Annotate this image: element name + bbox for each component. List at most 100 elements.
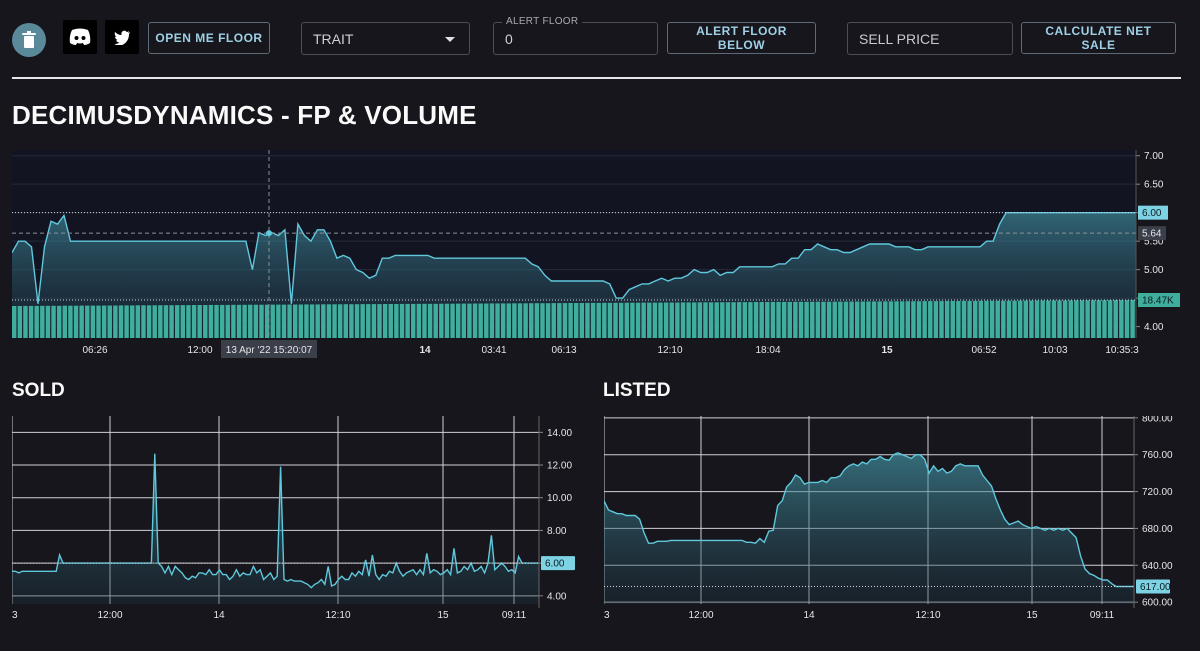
open-me-floor-button[interactable]: OPEN ME FLOOR [148,22,270,54]
volume-bar [1006,300,1012,338]
sold-chart[interactable]: 3 12:00 14 12:10 15 09:11 14.00 12.00 10.00 8.00 6… [12,416,587,630]
twitter-icon [114,30,130,45]
volume-bar [354,304,360,338]
y-tick-label: 720.00 [1142,487,1173,498]
volume-bar [883,301,888,338]
volume-bar [720,302,725,338]
volume-badge [1138,293,1180,307]
volume-bar [574,303,579,338]
volume-bar [832,301,837,338]
x-tick-label: 14 [419,345,431,356]
volume-bar [860,301,866,338]
x-tick-label: 12:10 [325,610,350,621]
fp-volume-chart[interactable]: 7.006.506.005.505.004.504.0018.47K6.005.… [12,150,1182,362]
volume-bar [602,302,607,338]
y-tick-label: 14.00 [547,428,572,439]
volume-bar [877,301,882,338]
volume-bar [130,305,135,338]
volume-bar [321,304,326,338]
volume-bar [652,302,658,338]
volume-bar [427,303,433,338]
volume-bar [101,305,107,338]
volume-bar [163,305,169,338]
y-tick-label: 680.00 [1142,524,1173,535]
series-line [12,212,1136,304]
volume-bar [444,303,450,338]
volume-bar [512,303,517,338]
volume-bar [34,305,39,338]
volume-bar [753,302,759,338]
volume-bars [12,300,1135,339]
volume-bar [725,302,731,338]
alert-floor-below-button[interactable]: ALERT FLOOR BELOW [667,22,816,54]
volume-bar [405,303,410,338]
volume-bar [793,301,798,338]
volume-bar [1124,300,1130,338]
page-title: DECIMUSDYNAMICS - FP & VOLUME [12,100,477,130]
volume-bar [264,304,270,338]
volume-bar [894,301,899,338]
volume-bar [360,304,365,338]
volume-bar [343,304,348,338]
volume-bar [40,305,45,338]
volume-bar [826,301,832,338]
volume-bar [810,301,815,338]
volume-bar [203,305,208,338]
volume-bar [742,302,748,338]
volume-bar [613,302,618,338]
volume-bar [1046,300,1051,338]
volume-bar [96,305,101,338]
x-tick-label: 12:00 [97,610,122,621]
volume-bar [843,301,849,338]
volume-bar [596,302,601,338]
volume-bar [399,303,405,338]
volume-bar [377,304,382,338]
volume-bar [293,304,298,338]
twitter-button[interactable] [105,20,139,54]
calculate-net-sale-button[interactable]: CALCULATE NET SALE [1021,22,1176,54]
volume-bar [225,304,230,338]
sell-price-input[interactable]: SELL PRICE [847,22,1013,55]
volume-bar [1074,300,1079,338]
volume-bar [90,305,96,338]
volume-bar [590,302,596,338]
last-value-badge [1136,579,1170,594]
volume-bar [382,304,388,338]
volume-bar [276,304,281,338]
volume-bar [551,303,556,338]
volume-bar [961,300,967,338]
volume-bar [984,300,989,338]
crosshair-time-badge [221,340,317,358]
volume-bar [911,301,916,338]
y-tick-label: 8.00 [547,526,567,537]
y-tick-label: 5.00 [1144,265,1164,276]
last-value-badge [1138,205,1168,220]
volume-bar [1068,300,1073,338]
trait-select[interactable]: TRAIT [301,22,470,55]
volume-bar [922,301,927,338]
discord-button[interactable] [63,20,97,54]
crosshair-time: 13 Apr '22 15:20:07 [226,345,313,356]
volume-bar [12,306,17,338]
volume-bar [1062,300,1068,338]
listed-chart[interactable]: 3 12:00 14 12:10 15 09:11 800.00 760.00 720.00 68… [604,416,1184,630]
volume-bar [1001,300,1006,338]
toolbar: OPEN ME FLOOR TRAIT ALERT FLOOR 0 ALERT … [0,0,1200,78]
volume-bar [484,303,489,338]
volume-bar [973,300,978,338]
volume-bar [855,301,860,338]
volume-bar [714,302,719,339]
volume-bar [933,301,939,338]
volume-bar [635,302,641,338]
volume-bar [298,304,304,338]
volume-bar [967,300,972,338]
volume-bar [506,303,511,338]
volume-bar [989,300,995,338]
alert-floor-input[interactable]: ALERT FLOOR 0 [493,16,658,55]
delete-button[interactable] [12,23,46,57]
volume-bar [1085,300,1090,338]
volume-bar [815,301,821,338]
x-tick-label: 15 [1026,610,1038,621]
volume-bar [562,303,568,338]
discord-icon [69,28,91,45]
